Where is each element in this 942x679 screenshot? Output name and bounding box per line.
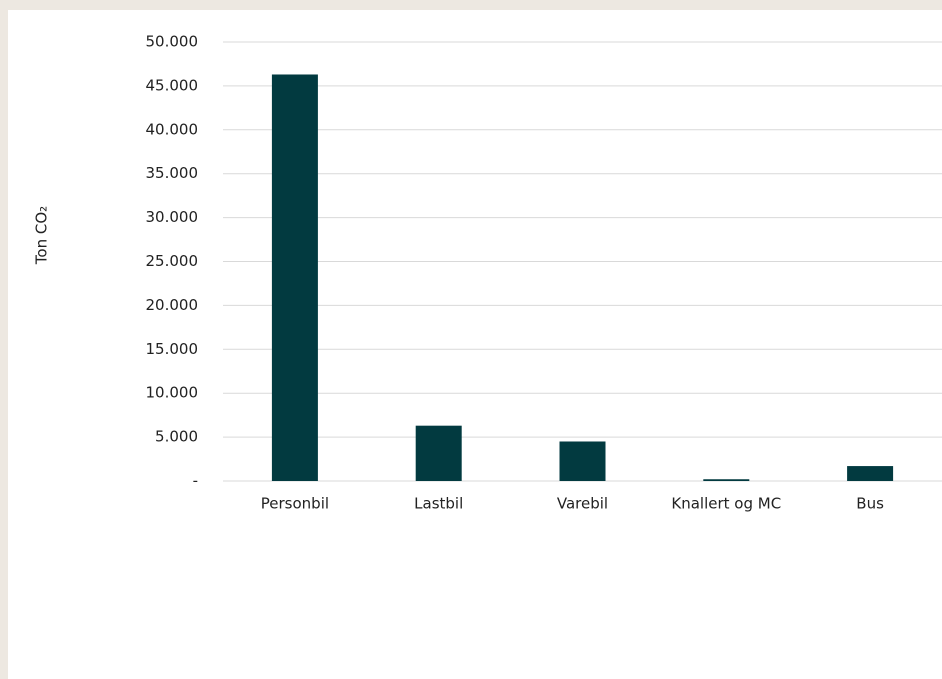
- y-tick-label: -: [193, 472, 198, 490]
- y-tick-label: 20.000: [146, 296, 199, 314]
- x-tick-label: Personbil: [261, 495, 329, 513]
- y-tick-label: 10.000: [146, 384, 199, 402]
- x-tick-label: Knallert og MC: [671, 495, 781, 513]
- x-tick-label: Bus: [856, 495, 884, 513]
- y-axis-label: Ton CO₂: [33, 206, 51, 265]
- y-tick-label: 40.000: [146, 120, 199, 138]
- panel: [8, 10, 942, 679]
- y-tick-label: 45.000: [146, 76, 199, 94]
- bar: [415, 425, 462, 481]
- bar: [703, 479, 750, 481]
- x-tick-label: Varebil: [557, 495, 608, 513]
- bar: [271, 74, 318, 482]
- y-tick-label: 25.000: [146, 252, 199, 270]
- x-tick-label: Lastbil: [414, 495, 463, 513]
- y-tick-label: 30.000: [146, 208, 199, 226]
- bar: [559, 441, 606, 481]
- y-tick-label: 15.000: [146, 340, 199, 358]
- y-tick-label: 50.000: [146, 33, 199, 51]
- bar: [847, 466, 894, 481]
- y-tick-label: 5.000: [155, 428, 198, 446]
- y-tick-label: 35.000: [146, 164, 199, 182]
